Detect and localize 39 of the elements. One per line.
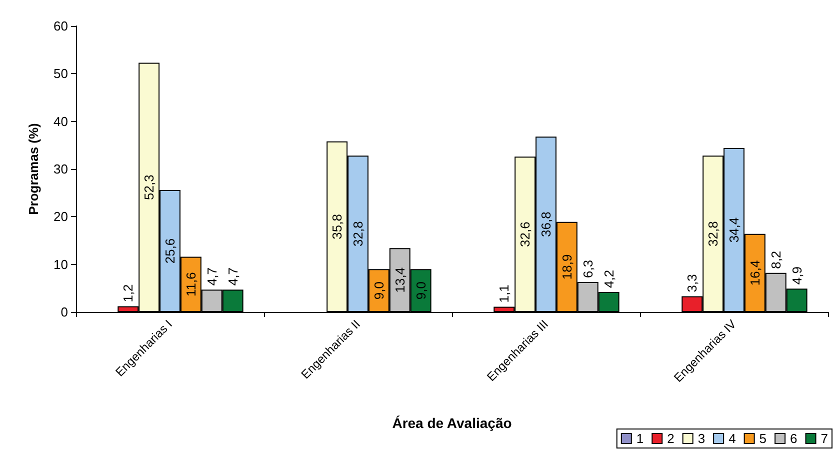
y-tick-label: 10	[54, 256, 68, 272]
data-label: 4,7	[204, 268, 220, 286]
data-label: 8,2	[768, 250, 784, 269]
data-label: 1,1	[496, 284, 512, 303]
legend-label: 1	[636, 431, 644, 446]
data-label: 9,0	[413, 282, 428, 300]
y-tick-label: 50	[54, 66, 68, 82]
data-label: 3,3	[684, 274, 700, 292]
legend-label: 3	[698, 431, 706, 446]
y-tick-label: 40	[54, 114, 68, 129]
data-label: 13,4	[392, 267, 408, 293]
x-axis-title: Área de Avaliação	[392, 415, 512, 431]
data-label: 25,6	[162, 238, 178, 264]
legend-label: 5	[759, 431, 767, 446]
data-label: 35,8	[330, 214, 345, 240]
legend-label: 7	[820, 431, 828, 446]
y-tick-label: 30	[54, 162, 68, 176]
legend-label: 6	[790, 431, 798, 446]
legend-label: 2	[667, 431, 674, 446]
y-tick-label: 0	[60, 304, 68, 320]
data-label: 52,3	[142, 174, 157, 200]
data-label: 4,2	[601, 270, 616, 288]
data-label: 32,8	[350, 221, 366, 246]
data-label: 16,4	[747, 260, 762, 286]
data-label: 36,8	[538, 212, 554, 237]
data-label: 1,2	[120, 284, 136, 302]
data-label: 4,7	[225, 268, 240, 286]
y-tick-label: 20	[54, 209, 68, 224]
data-label: 34,4	[726, 217, 742, 243]
data-label: 4,9	[789, 266, 804, 285]
data-label: 9,0	[371, 282, 386, 300]
y-tick-label: 60	[54, 18, 68, 34]
data-label: 32,8	[706, 221, 721, 246]
legend-label: 4	[728, 431, 736, 446]
data-label: 32,6	[518, 222, 533, 247]
data-label: 11,6	[183, 272, 198, 297]
y-axis-title: Programas (%)	[26, 123, 41, 215]
data-label: 18,9	[559, 254, 574, 280]
data-label: 6,3	[580, 260, 596, 278]
